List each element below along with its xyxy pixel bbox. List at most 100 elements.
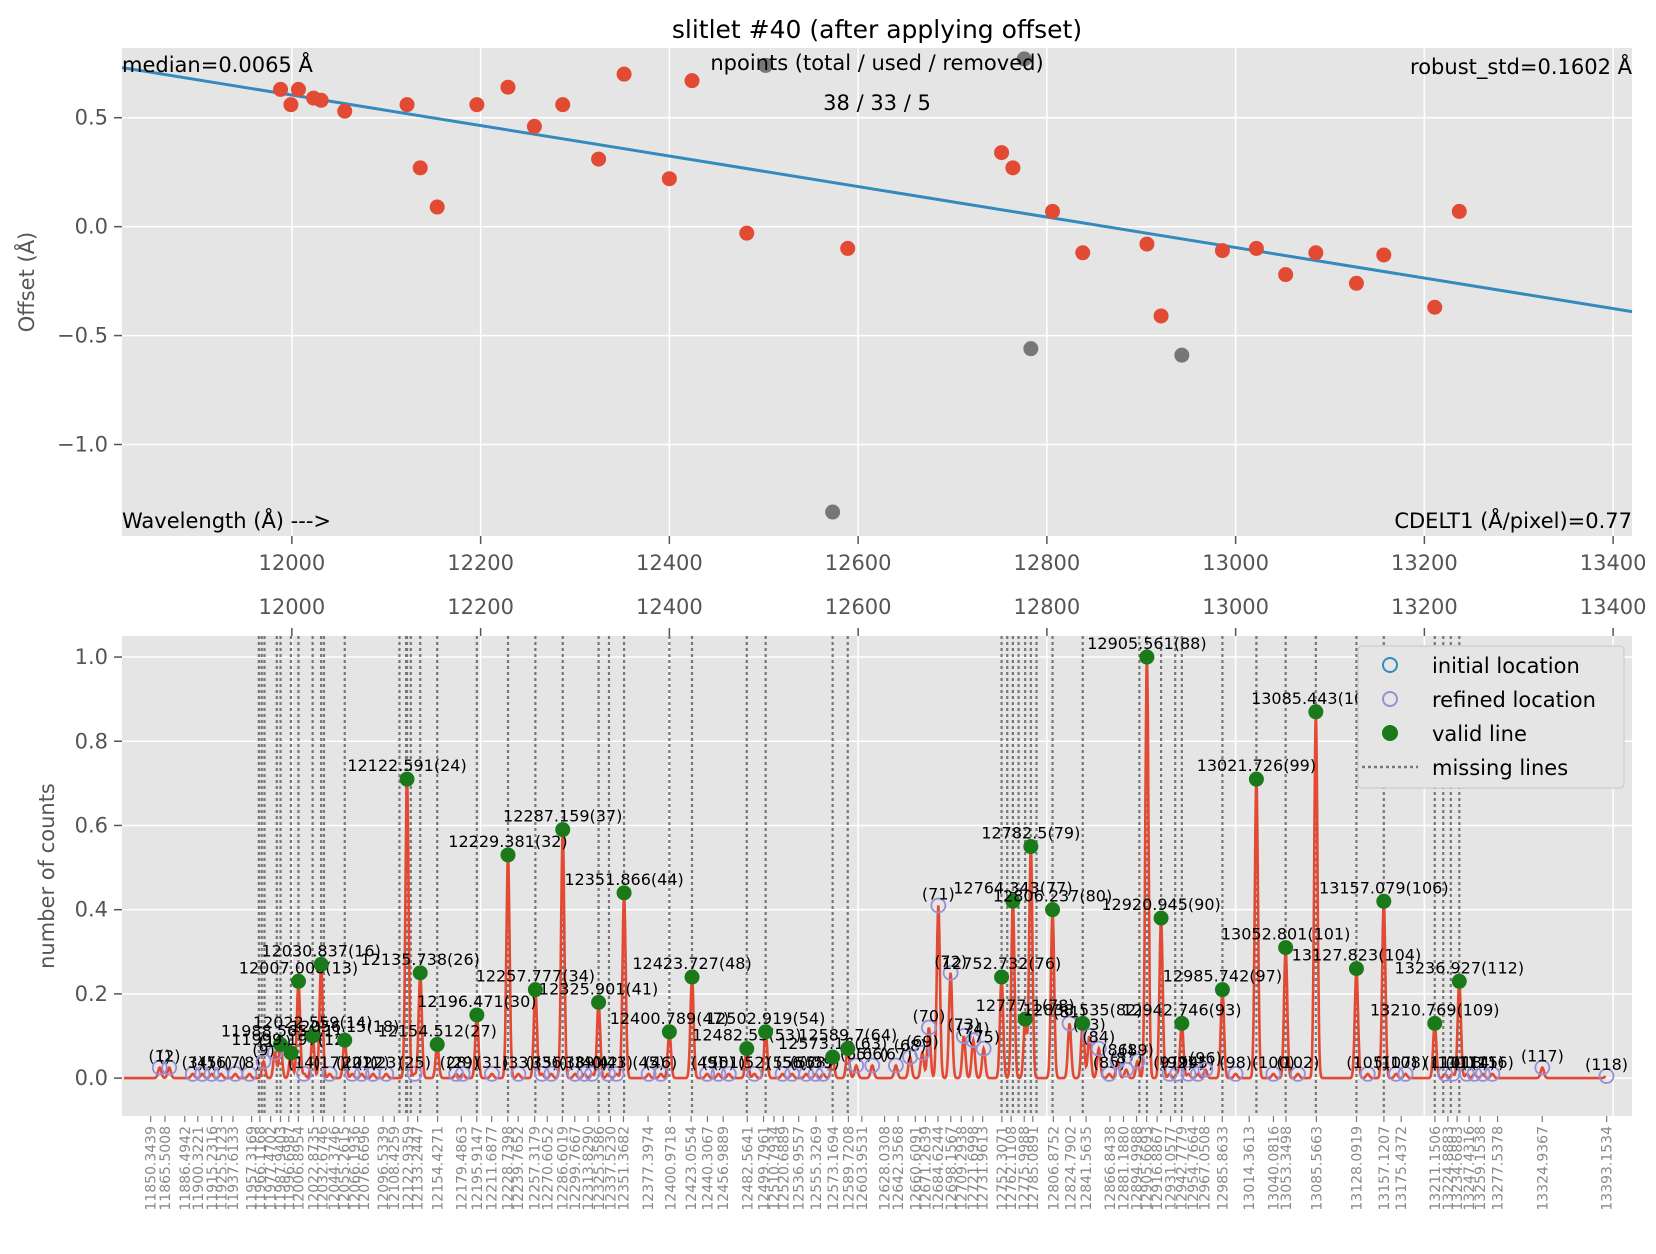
bottom-tick-label: 12671.2639 bbox=[918, 1126, 934, 1211]
used-point bbox=[1376, 247, 1392, 263]
refined-marker bbox=[567, 1065, 583, 1082]
used-point bbox=[399, 97, 415, 113]
valid-label: 12229.381(32) bbox=[448, 832, 567, 851]
bottom-tick-label: 12179.4863 bbox=[454, 1126, 470, 1211]
refined-marker bbox=[534, 1065, 550, 1082]
refined-marker bbox=[255, 1053, 272, 1070]
spectrum-y-tick-label: 0.6 bbox=[75, 813, 108, 837]
used-point bbox=[500, 79, 516, 95]
valid-label: 13210.769(109) bbox=[1370, 1000, 1500, 1019]
valid-label: 12022.559(14) bbox=[253, 1013, 372, 1032]
offset-x-tick-label: 12800 bbox=[1013, 551, 1080, 575]
bottom-tick-label: 12510.7934 bbox=[767, 1126, 783, 1211]
refined-label: (117) bbox=[1521, 1047, 1564, 1066]
bottom-tick-label: 12257.3179 bbox=[528, 1126, 544, 1211]
bottom-tick-label: 13085.5663 bbox=[1309, 1126, 1325, 1211]
refined-marker bbox=[1109, 1053, 1126, 1070]
refined-label: (33) bbox=[502, 1053, 535, 1072]
spectrum-y-tick-label: 0.8 bbox=[75, 729, 108, 753]
valid-label: 12806.237(80) bbox=[993, 887, 1112, 906]
valid-marker bbox=[555, 822, 571, 838]
bottom-tick-label: 13175.4372 bbox=[1394, 1126, 1410, 1211]
refined-marker bbox=[1169, 1065, 1186, 1082]
refined-marker bbox=[1290, 1065, 1306, 1082]
bottom-tick-label: 12785.0891 bbox=[1026, 1126, 1042, 1211]
legend-valid-marker bbox=[1382, 725, 1398, 741]
refined-marker bbox=[887, 1057, 904, 1074]
bottom-tick-label: 12762.1108 bbox=[1004, 1126, 1020, 1211]
bottom-tick-label: 12806.8752 bbox=[1046, 1126, 1062, 1211]
bottom-tick-label: 12228.7398 bbox=[501, 1126, 517, 1211]
used-point bbox=[1248, 240, 1264, 256]
valid-label: 12423.727(48) bbox=[632, 954, 751, 973]
refined-label: (52) bbox=[738, 1053, 771, 1072]
offset-grid bbox=[122, 48, 1632, 536]
valid-marker bbox=[527, 982, 543, 998]
spectrum-x-tick-label: 13000 bbox=[1202, 595, 1269, 619]
used-point bbox=[1348, 275, 1364, 291]
valid-markers: 11988.565(11)11999.197(12)12007.008(13)1… bbox=[221, 634, 1524, 1065]
refined-marker bbox=[955, 1028, 972, 1044]
valid-label: 12154.512(27) bbox=[378, 1021, 497, 1040]
spectrum-x-tick-label: 13400 bbox=[1580, 595, 1647, 619]
offset-x-tick-label: 12200 bbox=[447, 551, 514, 575]
used-point bbox=[555, 97, 571, 113]
bottom-tick-label: 12752.3071 bbox=[995, 1126, 1011, 1211]
refined-label: (68) bbox=[894, 1036, 927, 1055]
refined-label: (9) bbox=[252, 1040, 275, 1059]
bottom-tick-label: 13040.0816 bbox=[1267, 1126, 1283, 1211]
bottom-tick-label: 12299.7667 bbox=[568, 1126, 584, 1211]
spectrum-x-tick-label: 12200 bbox=[447, 595, 514, 619]
legend: initial location refined location valid … bbox=[1357, 645, 1625, 789]
refined-marker bbox=[720, 1065, 737, 1082]
bottom-tick-label: 12731.9613 bbox=[976, 1126, 992, 1211]
refined-label: (73) bbox=[947, 1015, 980, 1034]
bottom-tick-label: 11915.2316 bbox=[205, 1126, 221, 1211]
valid-marker bbox=[1427, 1015, 1443, 1031]
refined-marker bbox=[1265, 1065, 1282, 1082]
bottom-tick-label: 13259.1538 bbox=[1473, 1126, 1489, 1211]
valid-marker bbox=[283, 1045, 299, 1061]
valid-marker bbox=[591, 994, 607, 1010]
valid-label: 13085.443(103) bbox=[1251, 689, 1381, 708]
valid-label: 12325.901(41) bbox=[539, 979, 658, 998]
used-point bbox=[412, 160, 428, 176]
used-point bbox=[1278, 267, 1294, 283]
valid-label: 12196.471(30) bbox=[417, 992, 536, 1011]
refined-marker bbox=[807, 1065, 824, 1082]
bottom-tick-label: 12824.7902 bbox=[1063, 1126, 1079, 1211]
bottom-tick-label: 12195.9147 bbox=[470, 1126, 486, 1211]
refined-label: (72) bbox=[934, 952, 967, 971]
used-point bbox=[337, 103, 353, 119]
valid-label: 12573.16(63) bbox=[778, 1034, 887, 1053]
refined-marker bbox=[640, 1065, 657, 1082]
valid-label: 13157.079(106) bbox=[1319, 878, 1449, 897]
bottom-tick-label: 13053.3498 bbox=[1279, 1126, 1295, 1211]
bottom-tick-label: 12573.1694 bbox=[826, 1126, 842, 1211]
valid-label: 12135.738(26) bbox=[361, 950, 480, 969]
valid-marker bbox=[1174, 1015, 1190, 1031]
bottom-tick-label: 12096.5339 bbox=[376, 1126, 392, 1211]
used-point bbox=[313, 92, 329, 108]
offset-y-ticks: 0.5 0.0 −0.5 −1.0 bbox=[57, 106, 122, 457]
bottom-tick-label: 13224.8883 bbox=[1441, 1126, 1457, 1211]
refined-marker bbox=[710, 1065, 727, 1082]
bottom-tick-label: 12775.9988 bbox=[1017, 1126, 1033, 1211]
valid-marker bbox=[1075, 1015, 1091, 1031]
refined-marker bbox=[1101, 1065, 1118, 1082]
valid-label: 12030.837(16) bbox=[261, 941, 380, 960]
refined-marker bbox=[576, 1065, 593, 1082]
spectrum-x-tick-label: 12600 bbox=[825, 595, 892, 619]
refined-marker bbox=[965, 1032, 982, 1049]
bottom-tick-label: 12894.9988 bbox=[1130, 1126, 1146, 1211]
refined-label: (75) bbox=[967, 1028, 1000, 1047]
valid-marker bbox=[1139, 649, 1155, 665]
offset-x-tick-label: 13000 bbox=[1202, 551, 1269, 575]
bottom-tick-label: 11996.6987 bbox=[282, 1126, 298, 1211]
refined-marker bbox=[1388, 1065, 1404, 1082]
bottom-tick-label: 12044.3746 bbox=[327, 1126, 343, 1211]
legend-missing-label: missing lines bbox=[1432, 756, 1568, 780]
wavelength-annotation: Wavelength (Å) ---> bbox=[122, 507, 331, 533]
offset-x-tick-label: 13400 bbox=[1580, 551, 1647, 575]
